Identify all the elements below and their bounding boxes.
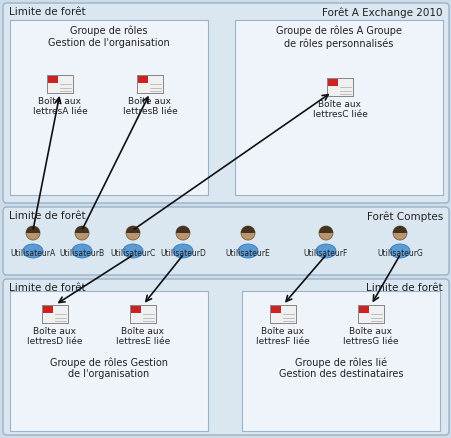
Circle shape bbox=[175, 226, 189, 240]
Bar bbox=[137, 75, 163, 93]
Text: Boîte aux
lettresB liée: Boîte aux lettresB liée bbox=[122, 97, 177, 117]
Text: UtilisateurA: UtilisateurA bbox=[10, 249, 55, 258]
Text: Limite de forêt: Limite de forêt bbox=[9, 7, 85, 17]
Text: Boîte aux
lettresC liée: Boîte aux lettresC liée bbox=[312, 100, 367, 120]
Wedge shape bbox=[26, 226, 40, 233]
Bar bbox=[47, 75, 73, 93]
Wedge shape bbox=[392, 226, 406, 233]
Text: Boîte aux
lettresE liée: Boîte aux lettresE liée bbox=[115, 327, 170, 346]
Bar bbox=[326, 78, 352, 96]
Text: UtilisateurC: UtilisateurC bbox=[110, 249, 155, 258]
Bar bbox=[269, 305, 295, 323]
FancyBboxPatch shape bbox=[3, 207, 448, 275]
Bar bbox=[47, 75, 73, 93]
Bar bbox=[10, 291, 207, 431]
Wedge shape bbox=[75, 226, 89, 233]
Bar bbox=[357, 305, 383, 323]
Ellipse shape bbox=[123, 244, 143, 258]
Bar bbox=[42, 305, 68, 323]
Text: Boîte aux
lettresA liée: Boîte aux lettresA liée bbox=[32, 97, 87, 117]
Bar bbox=[130, 305, 156, 323]
Text: UtilisateurF: UtilisateurF bbox=[303, 249, 347, 258]
Bar bbox=[131, 306, 141, 313]
Text: UtilisateurG: UtilisateurG bbox=[376, 249, 422, 258]
Circle shape bbox=[75, 226, 89, 240]
Text: Boîte aux
lettresD liée: Boîte aux lettresD liée bbox=[27, 327, 83, 346]
Text: Boîte aux
lettresF liée: Boîte aux lettresF liée bbox=[256, 327, 309, 346]
Wedge shape bbox=[318, 226, 332, 233]
Bar bbox=[358, 306, 368, 313]
Text: UtilisateurE: UtilisateurE bbox=[225, 249, 270, 258]
Ellipse shape bbox=[173, 244, 193, 258]
Ellipse shape bbox=[23, 244, 43, 258]
Circle shape bbox=[240, 226, 254, 240]
Wedge shape bbox=[175, 226, 189, 233]
Text: Limite de forêt: Limite de forêt bbox=[9, 211, 85, 221]
Circle shape bbox=[392, 226, 406, 240]
Bar bbox=[327, 79, 337, 86]
Circle shape bbox=[26, 226, 40, 240]
Bar bbox=[235, 20, 442, 195]
FancyBboxPatch shape bbox=[3, 279, 448, 435]
Bar bbox=[271, 306, 280, 313]
Text: Groupe de rôles Gestion
de l'organisation: Groupe de rôles Gestion de l'organisatio… bbox=[50, 357, 168, 379]
Ellipse shape bbox=[315, 244, 335, 258]
Bar bbox=[10, 20, 207, 195]
Bar bbox=[269, 305, 295, 323]
Text: Limite de forêt: Limite de forêt bbox=[9, 283, 85, 293]
Bar bbox=[137, 75, 163, 93]
Text: Boîte aux
lettresG liée: Boîte aux lettresG liée bbox=[342, 327, 398, 346]
Bar bbox=[326, 78, 352, 96]
Bar bbox=[138, 76, 147, 83]
Ellipse shape bbox=[389, 244, 409, 258]
Text: Groupe de rôles A Groupe
de rôles personnalisés: Groupe de rôles A Groupe de rôles person… bbox=[276, 26, 401, 49]
Bar bbox=[130, 305, 156, 323]
Text: Limite de forêt: Limite de forêt bbox=[366, 283, 442, 293]
FancyBboxPatch shape bbox=[3, 3, 448, 203]
Ellipse shape bbox=[238, 244, 258, 258]
Wedge shape bbox=[240, 226, 254, 233]
Bar bbox=[43, 306, 53, 313]
Text: UtilisateurD: UtilisateurD bbox=[160, 249, 206, 258]
Bar bbox=[241, 291, 439, 431]
Text: Forêt Comptes: Forêt Comptes bbox=[366, 211, 442, 222]
Text: UtilisateurB: UtilisateurB bbox=[59, 249, 104, 258]
Bar bbox=[48, 76, 58, 83]
Text: Groupe de rôles lié
Gestion des destinataires: Groupe de rôles lié Gestion des destinat… bbox=[278, 357, 402, 379]
Ellipse shape bbox=[72, 244, 92, 258]
Circle shape bbox=[318, 226, 332, 240]
Bar bbox=[357, 305, 383, 323]
Bar bbox=[42, 305, 68, 323]
Circle shape bbox=[126, 226, 140, 240]
Text: Forêt A Exchange 2010: Forêt A Exchange 2010 bbox=[322, 7, 442, 18]
Text: Groupe de rôles
Gestion de l'organisation: Groupe de rôles Gestion de l'organisatio… bbox=[48, 26, 170, 48]
Wedge shape bbox=[126, 226, 140, 233]
